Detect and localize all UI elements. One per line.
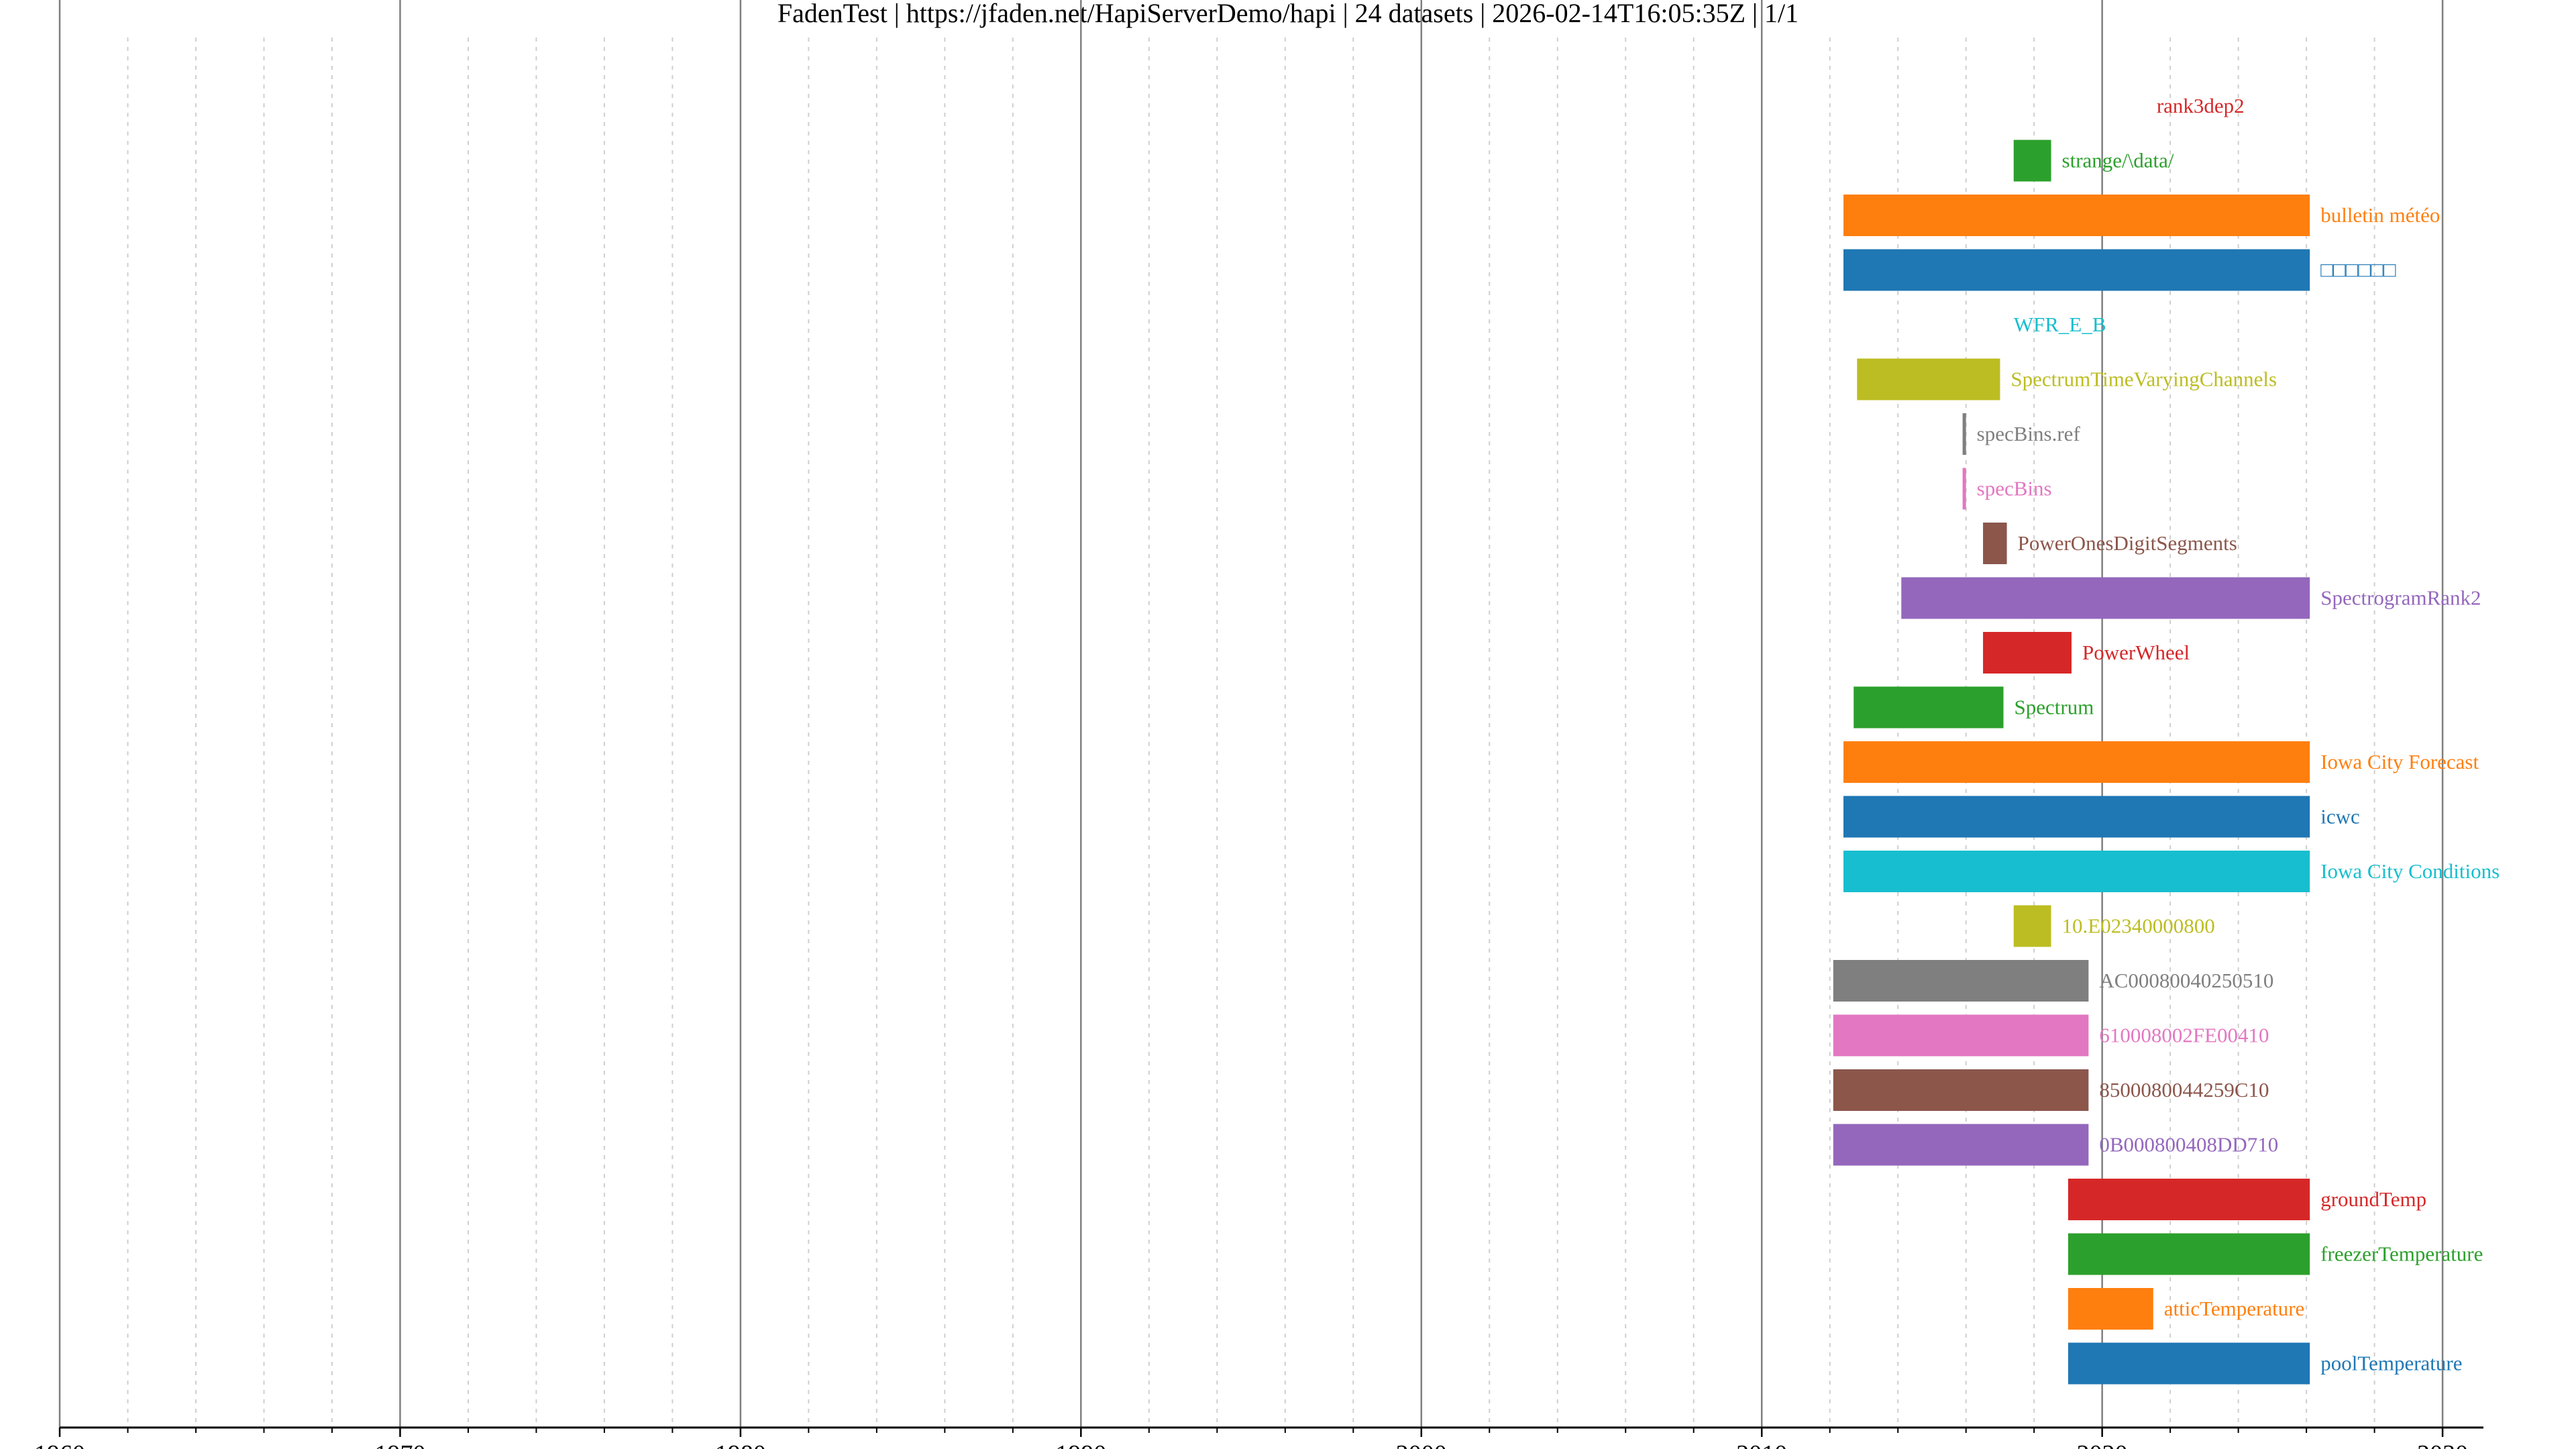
x-tick-label: 1980 xyxy=(715,1440,766,1449)
dataset-bar xyxy=(2013,140,2051,182)
dataset-bar xyxy=(1857,358,2000,400)
dataset-label: 610008002FE00410 xyxy=(2099,1024,2269,1047)
dataset-bar xyxy=(2068,1179,2310,1220)
dataset-bar xyxy=(1843,851,2310,892)
dataset-bar xyxy=(1962,468,1966,510)
dataset-labels: rank3dep2 strange/\data/bulletin météo □□□… xyxy=(1977,94,2500,1375)
dataset-label: SpectrumTimeVaryingChannels xyxy=(2010,368,2277,391)
dataset-bar xyxy=(1843,741,2310,783)
dataset-label: SpectrogramRank2 xyxy=(2320,586,2481,610)
x-tick-label: 1960 xyxy=(34,1440,85,1449)
chart-title: FadenTest | https://jfaden.net/HapiServe… xyxy=(777,0,1799,28)
dataset-label: AC00080040250510 xyxy=(2099,969,2273,992)
dataset-bar xyxy=(2068,1342,2310,1385)
dataset-label: groundTemp xyxy=(2320,1187,2426,1211)
dataset-label: 8500080044259C10 xyxy=(2099,1078,2269,1102)
x-tick-label: 1970 xyxy=(374,1440,425,1449)
dataset-label: Iowa City Conditions xyxy=(2320,859,2500,883)
dataset-label: 10.E02340000800 xyxy=(2062,914,2215,938)
dataset-bar xyxy=(2013,905,2051,947)
minor-gridlines xyxy=(127,38,2375,1428)
dataset-bar xyxy=(1843,796,2310,838)
dataset-label: rank3dep2 xyxy=(2157,94,2245,117)
dataset-label: WFR_E_B xyxy=(2014,313,2106,336)
dataset-bar xyxy=(1983,632,2072,674)
x-axis: 1960 1970 1980 1990 2000 2010 2020 2030 xyxy=(34,1426,2483,1449)
x-tick-label: 2000 xyxy=(1396,1440,1447,1449)
dataset-label: bulletin météo xyxy=(2320,203,2440,227)
dataset-bar xyxy=(1843,249,2310,291)
dataset-label: PowerOnesDigitSegments xyxy=(2018,531,2237,555)
dataset-bar xyxy=(1833,960,2089,1002)
dataset-label: Spectrum xyxy=(2015,696,2094,719)
dataset-bar xyxy=(1833,1069,2089,1111)
x-tick-label: 2010 xyxy=(1736,1440,1787,1449)
dataset-bar xyxy=(1833,1014,2089,1057)
dataset-label: atticTemperature xyxy=(2164,1297,2305,1320)
x-tick-label: 2020 xyxy=(2077,1440,2128,1449)
dataset-label: strange/\data/ xyxy=(2062,149,2174,172)
dataset-label: icwc xyxy=(2320,805,2360,828)
dataset-label: specBins xyxy=(1977,477,2052,500)
dataset-bars xyxy=(1833,140,2310,1385)
dataset-bar xyxy=(1833,1124,2089,1166)
x-tick-label: 1990 xyxy=(1055,1440,1106,1449)
dataset-label: freezerTemperature xyxy=(2320,1242,2483,1266)
major-gridlines xyxy=(58,0,2444,1428)
dataset-bar xyxy=(2068,1233,2310,1275)
dataset-label: Iowa City Forecast xyxy=(2320,750,2479,773)
dataset-label: specBins.ref xyxy=(1977,422,2081,445)
dataset-bar xyxy=(1843,195,2310,236)
dataset-bar xyxy=(1962,413,1966,455)
x-tick-label: 2030 xyxy=(2417,1440,2468,1449)
dataset-label: poolTemperature xyxy=(2320,1352,2462,1375)
dataset-bar xyxy=(2068,1288,2153,1330)
dataset-bar xyxy=(1854,686,2004,729)
dataset-label: □□□□□□ xyxy=(2320,258,2396,282)
dataset-bar xyxy=(1983,523,2007,564)
dataset-label: 0B000800408DD710 xyxy=(2099,1133,2278,1157)
dataset-bar xyxy=(1901,577,2310,619)
dataset-label: PowerWheel xyxy=(2082,641,2190,664)
